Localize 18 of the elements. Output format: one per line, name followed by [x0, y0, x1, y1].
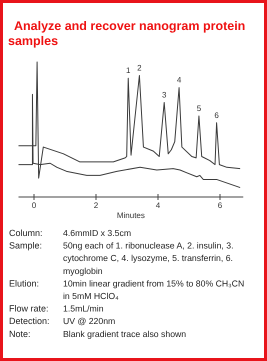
annotation: 1: [126, 66, 132, 76]
annotation: 5: [196, 104, 202, 113]
text: Note: Blank gradient trace also shown: [9, 328, 186, 339]
text: Flow rate: 1.5mL/min: [9, 304, 104, 314]
x-tick-label: 6: [218, 201, 223, 210]
x-tick-label: 2: [94, 201, 99, 210]
text: Elution: 10min linear gradient from 15% to 80% CH₃CN in 5mM HClO₄: [9, 278, 244, 301]
text: Sample: 50ng each of 1. ribonuclease A, 2. insulin, 3. cytochrome C, 4. lysozyme, 5. transferrin, 6. myoglobin: [9, 240, 234, 276]
text: Detection: UV @ 220nm: [9, 316, 116, 326]
annotation: 2: [137, 64, 142, 72]
chart-title: Analyze and recover nanogram protein samples: [8, 19, 246, 48]
annotation: 6: [214, 110, 220, 120]
x-axis-title: Minutes: [116, 211, 145, 220]
annotation: 3: [162, 90, 167, 100]
x-tick-label: 4: [156, 201, 161, 210]
annotation: 4: [176, 76, 182, 85]
x-tick-label: 0: [32, 201, 37, 210]
text: Column: 4.6mmID x 3.5cm: [9, 228, 132, 238]
